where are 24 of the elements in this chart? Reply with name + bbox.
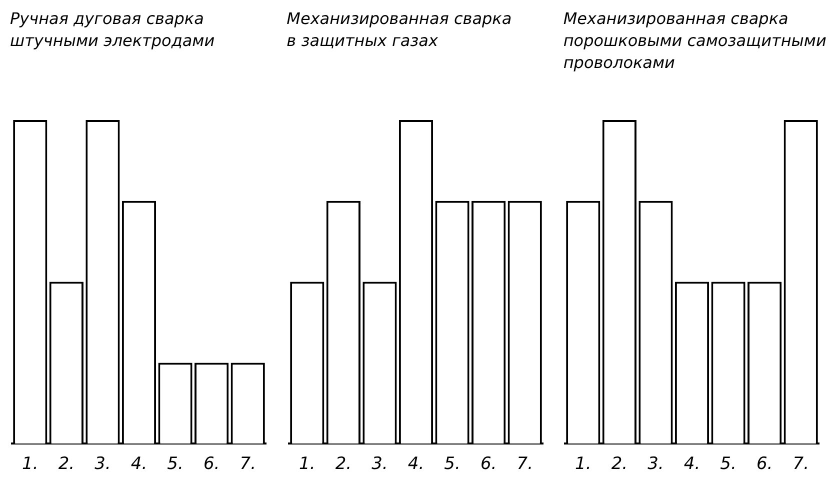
x-tick-label: 5. [720, 454, 737, 474]
chart-title: Механизированная сварка в защитных газах [286, 8, 513, 52]
x-tick-label: 7. [240, 454, 256, 474]
x-tick-label: 7. [516, 454, 533, 474]
x-tick-label: 3. [94, 454, 111, 474]
chart-title: Механизированная сварка порошковыми самозащитными проволоками [562, 8, 828, 74]
chart-title: Ручная дуговая сварка штучными электродами [9, 8, 216, 52]
x-tick-label: 3. [648, 454, 664, 474]
x-tick-label: 4. [130, 454, 148, 474]
x-tick-label: 3. [371, 454, 388, 474]
x-tick-label: 2. [58, 454, 75, 474]
x-tick-label: 4. [684, 454, 700, 474]
x-tick-label: 2. [334, 454, 352, 474]
x-tick-label: 2. [612, 454, 628, 474]
x-tick-label: 7. [793, 454, 810, 474]
x-tick-label: 1. [575, 454, 592, 474]
x-tick-label: 5. [167, 454, 184, 474]
x-tick-label: 4. [408, 454, 424, 474]
x-tick-label: 1. [22, 454, 38, 474]
x-tick-label: 6. [480, 454, 496, 474]
x-tick-label: 5. [444, 454, 460, 474]
x-tick-label: 6. [756, 454, 774, 474]
x-tick-label: 1. [298, 454, 315, 474]
x-tick-label: 6. [203, 454, 220, 474]
